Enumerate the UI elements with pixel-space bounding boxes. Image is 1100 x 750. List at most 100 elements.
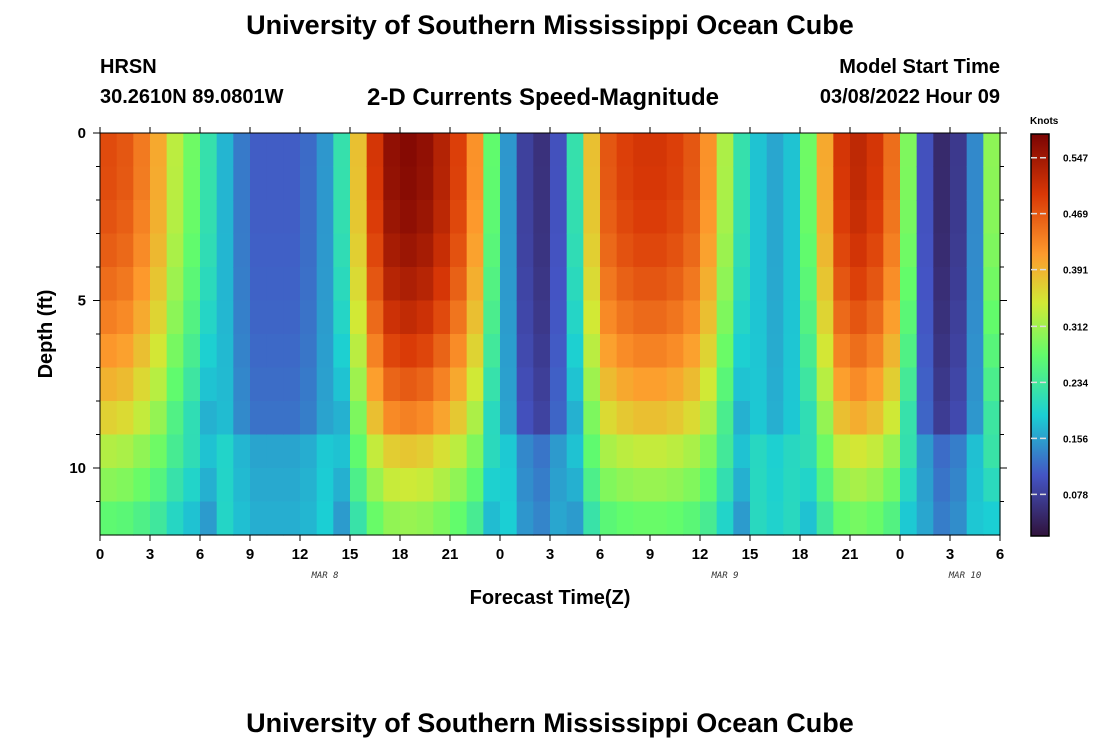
heatmap-cell (316, 267, 334, 302)
heatmap-cell (833, 200, 851, 235)
heatmap-cell (466, 233, 484, 268)
heatmap-cell (883, 434, 901, 469)
heatmap-cell (816, 434, 834, 469)
heatmap-cell (333, 267, 351, 302)
heatmap-cell (500, 166, 518, 201)
heatmap-cell (483, 200, 501, 235)
heatmap-cell (633, 468, 651, 503)
heatmap-cell (983, 300, 1001, 335)
heatmap-cell (733, 133, 751, 168)
heatmap-cell (833, 401, 851, 436)
heatmap-cell (983, 401, 1001, 436)
chart-axes: 0 3 6 9 12 15 18 21 0 3 6 9 12 15 18 21 0 3 6 MAR 8 MAR 9 MAR… (69, 125, 1007, 581)
heatmap-cell (283, 267, 301, 302)
heatmap-cell (516, 233, 534, 268)
heatmap-cell (733, 200, 751, 235)
heatmap-cell (933, 133, 951, 168)
heatmap-cell (750, 401, 768, 436)
colorbar-tick-label: 0.469 (1063, 210, 1088, 221)
heatmap-cell (150, 434, 168, 469)
heatmap-cell (916, 401, 934, 436)
heatmap-cell (183, 334, 201, 369)
heatmap-cell (250, 501, 268, 536)
model-start-value: 03/08/2022 Hour 09 (819, 86, 1000, 108)
heatmap-cell (316, 401, 334, 436)
x-tick-label: 18 (392, 546, 409, 563)
heatmap-cell (433, 367, 451, 402)
heatmap-cell (233, 267, 251, 302)
x-tick-label: 15 (742, 546, 759, 563)
heatmap-cell (366, 166, 384, 201)
x-tick-label: 21 (442, 546, 459, 563)
chart-title: University of Southern Mississippi Ocean… (246, 10, 854, 40)
heatmap-cell (116, 367, 134, 402)
heatmap-cell (133, 166, 151, 201)
heatmap-cell (200, 200, 218, 235)
heatmap-cell (650, 401, 668, 436)
heatmap-cell (500, 233, 518, 268)
y-tick-label: 5 (78, 293, 86, 310)
station-name: HRSN (100, 56, 157, 78)
heatmap-cell (783, 166, 801, 201)
heatmap-cell (483, 468, 501, 503)
heatmap-cell (200, 133, 218, 168)
heatmap-cell (916, 334, 934, 369)
heatmap-cell (383, 133, 401, 168)
heatmap-cell (800, 233, 818, 268)
heatmap-cell (716, 434, 734, 469)
heatmap-cell (716, 166, 734, 201)
heatmap-cell (683, 334, 701, 369)
heatmap-cell (816, 133, 834, 168)
heatmap-cell (983, 133, 1001, 168)
heatmap-cell (200, 166, 218, 201)
heatmap-cell (600, 501, 618, 536)
heatmap-cell (233, 200, 251, 235)
heatmap-cell (883, 233, 901, 268)
heatmap-cell (550, 501, 568, 536)
heatmap-cell (300, 401, 318, 436)
heatmap-cell (266, 300, 284, 335)
date-label: MAR 9 (710, 571, 738, 581)
heatmap-cell (616, 133, 634, 168)
heatmap-cell (566, 334, 584, 369)
heatmap-cell (183, 233, 201, 268)
heatmap-cell (650, 501, 668, 536)
heatmap-cell (633, 233, 651, 268)
heatmap-cell (416, 468, 434, 503)
heatmap-cell (250, 300, 268, 335)
heatmap-cell (583, 501, 601, 536)
heatmap-cell (816, 501, 834, 536)
heatmap-cell (300, 501, 318, 536)
heatmap-cell (100, 267, 118, 302)
heatmap-cell (583, 401, 601, 436)
heatmap-cell (900, 166, 918, 201)
heatmap-cell (116, 200, 134, 235)
heatmap-cell (616, 300, 634, 335)
heatmap-cell (966, 267, 984, 302)
heatmap-cell (450, 401, 468, 436)
heatmap-cell (700, 468, 718, 503)
heatmap-cell (950, 468, 968, 503)
heatmap-cell (833, 233, 851, 268)
heatmap-cell (900, 501, 918, 536)
heatmap-cell (483, 401, 501, 436)
heatmap-cell (716, 200, 734, 235)
heatmap-cell (883, 334, 901, 369)
heatmap-cell (650, 334, 668, 369)
x-tick-label: 21 (842, 546, 859, 563)
heatmap-cell (933, 468, 951, 503)
heatmap-cell (666, 334, 684, 369)
heatmap-cell (216, 434, 234, 469)
heatmap-cell (216, 300, 234, 335)
heatmap-cell (616, 434, 634, 469)
heatmap-cell (816, 200, 834, 235)
heatmap-cell (933, 267, 951, 302)
x-tick-label: 9 (646, 546, 654, 563)
heatmap-cell (433, 300, 451, 335)
heatmap-cell (766, 200, 784, 235)
heatmap-cell (516, 367, 534, 402)
heatmap-cell (850, 401, 868, 436)
heatmap-cell (800, 267, 818, 302)
colorbar-tick-label: 0.156 (1063, 434, 1088, 445)
heatmap-cell (733, 434, 751, 469)
